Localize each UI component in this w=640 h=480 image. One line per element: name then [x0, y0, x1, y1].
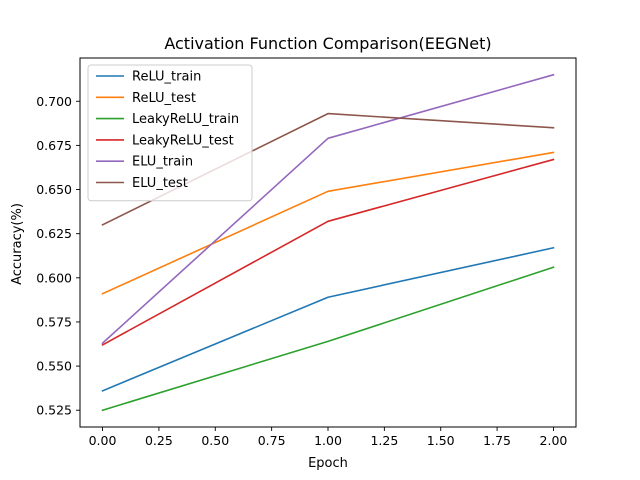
legend-label: ReLU_test [132, 91, 196, 106]
y-tick-label: 0.625 [36, 226, 72, 241]
legend-label: LeakyReLU_test [132, 133, 234, 148]
x-tick-label: 1.00 [314, 433, 342, 448]
x-tick-label: 1.50 [427, 433, 455, 448]
y-axis-label: Accuracy(%) [10, 203, 25, 285]
x-tick-label: 0.25 [145, 433, 173, 448]
y-tick-label: 0.600 [36, 270, 72, 285]
x-axis-label: Epoch [308, 456, 348, 471]
legend-label: ELU_test [132, 176, 188, 191]
y-tick-label: 0.700 [36, 94, 72, 109]
x-tick-label: 0.50 [201, 433, 229, 448]
x-tick-label: 2.00 [540, 433, 568, 448]
y-tick-label: 0.525 [36, 403, 72, 418]
chart-title: Activation Function Comparison(EEGNet) [164, 34, 491, 53]
y-axis-ticks: 0.525 0.550 0.575 0.600 0.625 0.650 0.675 0.700 [36, 94, 80, 418]
series-line-0 [101, 246, 555, 392]
legend-label: ELU_train [132, 155, 193, 170]
y-tick-label: 0.675 [36, 138, 72, 153]
legend-box [87, 64, 253, 202]
y-tick-label: 0.550 [36, 359, 72, 374]
y-tick-label: 0.575 [36, 314, 72, 329]
legend-label: ReLU_train [132, 70, 201, 85]
series-line-1 [101, 151, 555, 295]
x-tick-label: 0.75 [258, 433, 286, 448]
y-tick-label: 0.650 [36, 182, 72, 197]
x-tick-label: 1.25 [370, 433, 398, 448]
legend: ReLU_train ReLU_test LeakyReLU_train LeakyR… [87, 64, 253, 202]
series-line-3 [101, 158, 555, 346]
series-line-2 [101, 266, 555, 412]
x-tick-label: 1.75 [483, 433, 511, 448]
x-tick-label: 0.00 [89, 433, 117, 448]
x-axis-ticks: 0.00 0.25 0.50 0.75 1.00 1.25 1.50 1.75 2.00 [89, 427, 568, 448]
legend-label: LeakyReLU_train [132, 112, 239, 127]
series-line-4 [101, 73, 555, 345]
